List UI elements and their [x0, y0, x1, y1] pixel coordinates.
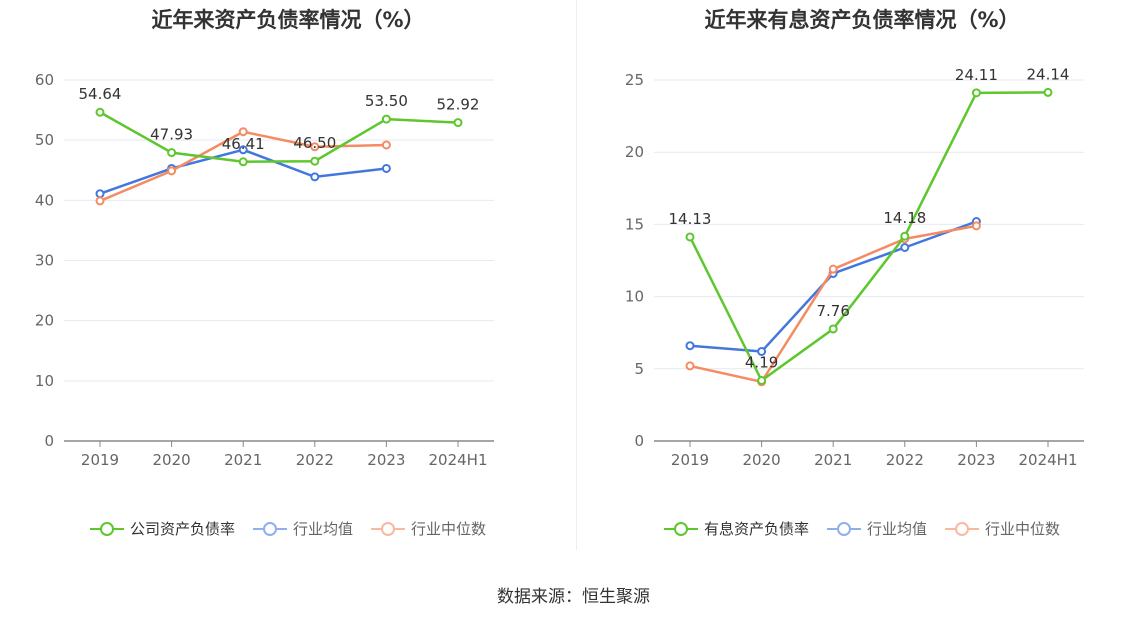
data-point	[95, 189, 105, 199]
x-tick-label: 2019	[81, 451, 119, 469]
y-tick-label: 50	[35, 131, 54, 149]
data-label: 7.76	[816, 302, 849, 320]
legend-label: 行业中位数	[985, 520, 1061, 538]
x-tick-label: 2023	[957, 451, 995, 469]
legend-label: 行业均值	[292, 520, 353, 538]
chart-right-plot: 0 5 10 15 20 25 2019 2020 2021 2022 2023 2024H1 14.1…	[625, 65, 1084, 469]
data-label: 14.18	[883, 209, 926, 227]
y-tick-label: 20	[35, 312, 54, 330]
data-point	[685, 232, 695, 242]
data-label: 46.50	[293, 134, 336, 152]
x-tick-label: 2023	[367, 451, 405, 469]
legend-marker-icon	[826, 521, 861, 536]
legend-item-industry-median[interactable]: 行业中位数	[371, 518, 486, 539]
data-point	[238, 157, 248, 167]
data-point	[971, 88, 981, 98]
chart-title: 近年来资产负债率情况（%）	[151, 8, 425, 32]
legend-label: 行业均值	[866, 520, 927, 538]
data-point	[900, 243, 910, 253]
chart-left: 近年来资产负债率情况（%） 0 10 20 30 40 50 60 2019 2020 2021 2…	[0, 0, 576, 560]
data-point	[971, 221, 981, 231]
data-point	[381, 114, 391, 124]
data-label: 52.92	[437, 96, 480, 114]
series-line	[99, 111, 459, 164]
series-line	[99, 148, 387, 195]
legend-marker-icon	[945, 521, 979, 536]
y-tick-label: 60	[35, 71, 54, 89]
y-tick-label: 40	[35, 191, 54, 209]
legend-item-industry-mean[interactable]: 行业均值	[252, 518, 353, 539]
data-label: 14.13	[669, 210, 712, 228]
x-tick-label: 2020	[153, 451, 191, 469]
y-tick-label: 25	[625, 71, 644, 89]
data-label: 4.19	[745, 353, 778, 371]
x-tick-label: 2022	[296, 451, 334, 469]
data-point	[685, 341, 695, 351]
legend: 公司资产负债率 行业均值 行业中位数	[0, 518, 576, 539]
y-tick-label: 0	[634, 432, 644, 450]
legend-marker-icon	[89, 521, 124, 536]
x-tick-label: 2020	[743, 451, 781, 469]
data-point	[828, 324, 838, 334]
data-point	[167, 166, 177, 176]
y-tick-label: 15	[625, 215, 644, 233]
x-tick-label: 2022	[886, 451, 924, 469]
data-point	[238, 145, 248, 155]
data-label: 53.50	[365, 92, 408, 110]
x-tick-label: 2024H1	[1019, 451, 1078, 469]
legend-marker-icon	[371, 521, 405, 536]
y-tick-label: 30	[35, 252, 54, 270]
data-point	[453, 118, 463, 128]
y-tick-label: 5	[634, 360, 644, 378]
chart-title: 近年来有息资产负债率情况（%）	[704, 8, 1020, 32]
data-point	[95, 107, 105, 117]
data-point	[310, 172, 320, 182]
data-label: 47.93	[150, 126, 193, 144]
data-label: 46.41	[222, 135, 265, 153]
legend-label: 有息资产负债率	[703, 520, 809, 538]
data-point	[381, 163, 391, 173]
data-point	[828, 264, 838, 274]
x-tick-label: 2021	[224, 451, 262, 469]
legend-label: 行业中位数	[411, 520, 487, 538]
data-point	[238, 127, 248, 137]
chart-right: 近年来有息资产负债率情况（%） 0 5 10 15 20 25 2019 2020 2021 20…	[577, 0, 1147, 560]
legend-item-industry-median[interactable]: 行业中位数	[945, 518, 1060, 539]
data-point	[95, 196, 105, 206]
data-point	[900, 231, 910, 241]
legend-item-interest-bearing[interactable]: 有息资产负债率	[663, 518, 809, 539]
data-label: 54.64	[79, 85, 122, 103]
data-point	[757, 346, 767, 356]
data-label: 24.11	[955, 66, 998, 84]
x-tick-label: 2021	[814, 451, 852, 469]
data-source-note: 数据来源：恒生聚源	[497, 587, 650, 607]
data-point	[1043, 87, 1053, 97]
y-tick-label: 20	[625, 143, 644, 161]
data-point	[310, 142, 320, 152]
x-tick-label: 2024H1	[429, 451, 488, 469]
legend: 有息资产负债率 行业均值 行业中位数	[577, 518, 1147, 539]
legend-label: 公司资产负债率	[129, 520, 235, 538]
legend-marker-icon	[252, 521, 287, 536]
x-tick-label: 2019	[671, 451, 709, 469]
series-line	[688, 91, 1049, 383]
panel-divider	[576, 0, 577, 550]
data-label: 24.14	[1027, 65, 1070, 83]
legend-item-company[interactable]: 公司资产负债率	[89, 518, 235, 539]
y-tick-label: 0	[44, 432, 54, 450]
y-tick-label: 10	[35, 372, 54, 390]
data-point	[310, 156, 320, 166]
legend-item-industry-mean[interactable]: 行业均值	[826, 518, 927, 539]
y-tick-label: 10	[625, 288, 644, 306]
data-point	[381, 140, 391, 150]
chart-left-plot: 0 10 20 30 40 50 60 2019 2020 2021 2022 2023 2024H1 5…	[35, 71, 494, 469]
data-point	[757, 375, 767, 385]
legend-marker-icon	[663, 521, 698, 536]
data-point	[685, 361, 695, 371]
data-point	[167, 148, 177, 158]
